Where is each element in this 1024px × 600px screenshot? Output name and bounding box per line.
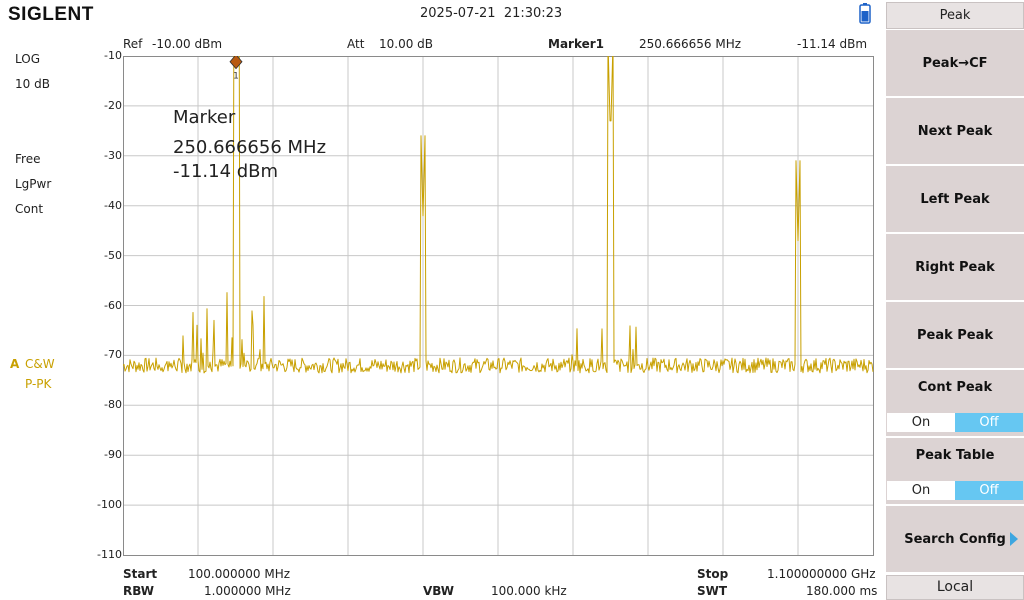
y-tick-label: -100 <box>97 498 122 512</box>
y-tick-label: -40 <box>104 198 122 212</box>
sweep-mode: Cont <box>15 202 44 216</box>
ref-label: Ref <box>123 37 143 51</box>
cont-peak-toggle[interactable]: Cont Peak On Off <box>886 370 1024 436</box>
att-label: Att <box>347 37 365 51</box>
scale-type: LOG <box>15 52 41 66</box>
right-peak-button[interactable]: Right Peak <box>886 234 1024 300</box>
peak-to-cf-label: Peak→CF <box>922 55 988 71</box>
marker-diamond <box>229 56 243 70</box>
brand-logo: SIGLENT <box>8 4 94 25</box>
trigger-mode: Free <box>15 152 41 166</box>
y-tick-label: -20 <box>104 98 122 112</box>
peak-table-on-option[interactable]: On <box>887 481 955 500</box>
y-tick-label: -70 <box>104 348 122 362</box>
left-peak-label: Left Peak <box>920 191 990 207</box>
marker-readout-freq: 250.666656 MHz <box>173 137 327 158</box>
peak-to-cf-button[interactable]: Peak→CF <box>886 30 1024 96</box>
trace-letter: A <box>10 357 20 371</box>
start-label: Start <box>123 567 158 581</box>
next-peak-label: Next Peak <box>917 123 993 139</box>
stop-label: Stop <box>697 567 729 581</box>
y-tick-label: -50 <box>104 248 122 262</box>
y-tick-label: -110 <box>97 548 122 561</box>
att-value: 10.00 dB <box>379 37 434 51</box>
rbw-value: 1.000000 MHz <box>204 584 291 598</box>
detector-type: LgPwr <box>15 177 52 191</box>
y-tick-label: -10 <box>104 49 122 62</box>
start-value: 100.000000 MHz <box>188 567 291 581</box>
trace-mode: C&W <box>25 357 55 371</box>
cont-peak-label: Cont Peak <box>917 380 993 395</box>
datetime: 2025-07-21 21:30:23 <box>420 6 563 21</box>
peak-table-label: Peak Table <box>915 448 995 463</box>
y-tick-label: -80 <box>104 398 122 412</box>
local-button[interactable]: Local <box>886 575 1024 600</box>
swt-label: SWT <box>697 584 728 598</box>
rbw-label: RBW <box>123 584 154 598</box>
spectrum-plot[interactable]: 1 <box>123 56 874 556</box>
trace-detector: P-PK <box>25 377 52 391</box>
y-tick-label: -90 <box>104 448 122 462</box>
y-tick-label: -30 <box>104 148 122 162</box>
menu-title: Peak <box>886 2 1024 29</box>
marker-readout-amp: -11.14 dBm <box>173 161 279 182</box>
left-peak-button[interactable]: Left Peak <box>886 166 1024 232</box>
right-peak-label: Right Peak <box>915 259 995 275</box>
trace-a-line <box>123 56 874 374</box>
cont-peak-on-option[interactable]: On <box>887 413 955 432</box>
plot-border <box>123 56 874 556</box>
swt-value: 180.000 ms <box>806 584 878 598</box>
peak-table-toggle[interactable]: Peak Table On Off <box>886 438 1024 504</box>
battery-icon <box>859 3 871 24</box>
submenu-arrow-icon <box>1010 532 1018 546</box>
search-config-label: Search Config <box>904 531 1006 547</box>
next-peak-button[interactable]: Next Peak <box>886 98 1024 164</box>
marker-label: Marker1 <box>548 37 605 51</box>
search-config-button[interactable]: Search Config <box>886 506 1024 572</box>
marker-freq: 250.666656 MHz <box>639 37 742 51</box>
cont-peak-off-option[interactable]: Off <box>955 413 1023 432</box>
plot-grid <box>123 56 873 555</box>
marker-number: 1 <box>233 72 239 82</box>
marker-readout-title: Marker <box>173 107 236 128</box>
ref-value: -10.00 dBm <box>152 37 223 51</box>
scale-div: 10 dB <box>15 77 50 91</box>
vbw-label: VBW <box>423 584 455 598</box>
y-tick-label: -60 <box>104 298 122 312</box>
vbw-value: 100.000 kHz <box>491 584 567 598</box>
peak-peak-label: Peak Peak <box>916 327 994 343</box>
peak-peak-button[interactable]: Peak Peak <box>886 302 1024 368</box>
marker-1-icon: 1 <box>229 56 243 82</box>
stop-value: 1.100000000 GHz <box>767 567 876 581</box>
peak-table-off-option[interactable]: Off <box>955 481 1023 500</box>
marker-amp: -11.14 dBm <box>797 37 868 51</box>
